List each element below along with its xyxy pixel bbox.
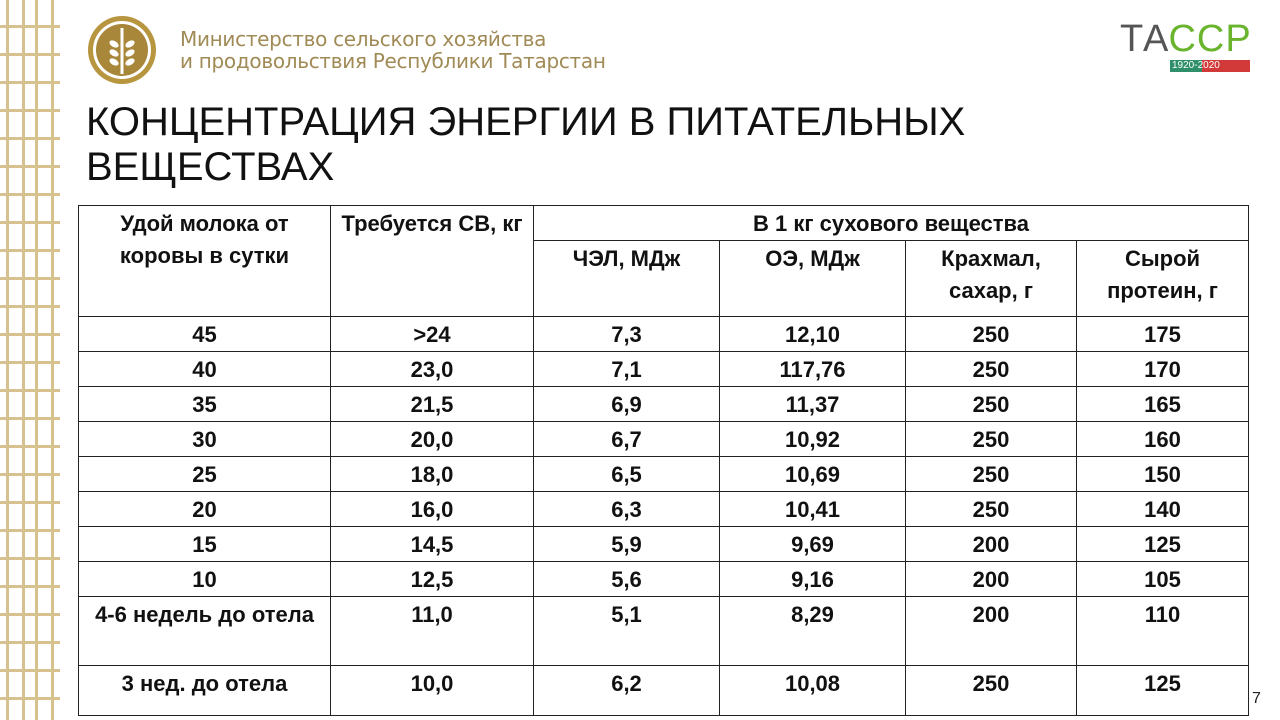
table-cell: 200 [905,561,1077,597]
header-group: В 1 кг сухового вещества [533,205,1249,241]
table-cell: 250 [905,421,1077,457]
table-cell: 7,1 [533,351,720,387]
header-nel: ЧЭЛ, МДж [533,240,720,317]
table-cell: 150 [1076,456,1249,492]
energy-table: Удой молока от коровы в сутки Требуется … [78,205,1249,716]
table-cell: 175 [1076,316,1249,352]
page-number: 7 [1252,690,1261,707]
table-cell: 10,69 [719,456,906,492]
table-cell: 3 нед. до отела [78,665,331,716]
table-cell: 23,0 [330,351,534,387]
table-cell: 125 [1076,526,1249,562]
table-cell: 16,0 [330,491,534,527]
table-cell: 6,3 [533,491,720,527]
header-starch-sugar: Крахмал, сахар, г [905,240,1077,317]
tassr-logo: ТАССР 1920-2020 [1120,18,1252,72]
table-cell: 11,0 [330,596,534,666]
table-cell: 165 [1076,386,1249,422]
table-row: 30 20,0 6,7 10,92 250 160 [78,421,1249,457]
table-cell: 15 [78,526,331,562]
table-cell: 5,9 [533,526,720,562]
table-cell: 18,0 [330,456,534,492]
table-cell: 200 [905,526,1077,562]
table-cell: 5,6 [533,561,720,597]
table-cell: 250 [905,491,1077,527]
table-cell: 10,08 [719,665,906,716]
table-row: 20 16,0 6,3 10,41 250 140 [78,491,1249,527]
table-cell: 40 [78,351,331,387]
table-cell: 140 [1076,491,1249,527]
table-cell: 117,76 [719,351,906,387]
table-row: 25 18,0 6,5 10,69 250 150 [78,456,1249,492]
table-cell: 30 [78,421,331,457]
ministry-emblem-icon [88,16,156,84]
table-cell: 10,0 [330,665,534,716]
table-row: 10 12,5 5,6 9,16 200 105 [78,561,1249,597]
table-cell: 6,9 [533,386,720,422]
ministry-name: Министерство сельского хозяйства и продо… [180,28,606,72]
header-me: ОЭ, МДж [719,240,906,317]
table-cell: 11,37 [719,386,906,422]
table-cell: 7,3 [533,316,720,352]
table-cell: 20,0 [330,421,534,457]
table-cell: 12,5 [330,561,534,597]
table-cell: 10 [78,561,331,597]
table-cell: 12,10 [719,316,906,352]
table-cell: 110 [1076,596,1249,666]
table-cell: 10,92 [719,421,906,457]
decorative-border [0,0,60,720]
table-cell: 250 [905,351,1077,387]
table-cell: 21,5 [330,386,534,422]
table-cell: 250 [905,386,1077,422]
header-milk-yield: Удой молока от коровы в сутки [78,205,331,317]
table-cell: 250 [905,665,1077,716]
header-dry-matter: Требуется СВ, кг [330,205,534,317]
logo-years: 1920-2020 [1170,60,1250,72]
table-cell: 35 [78,386,331,422]
table-cell: 6,2 [533,665,720,716]
table-cell: 9,16 [719,561,906,597]
table-cell: 20 [78,491,331,527]
table-cell: 9,69 [719,526,906,562]
table-cell: 5,1 [533,596,720,666]
table-cell: 14,5 [330,526,534,562]
table-cell: 8,29 [719,596,906,666]
table-cell: 125 [1076,665,1249,716]
table-row: 15 14,5 5,9 9,69 200 125 [78,526,1249,562]
table-row: 4-6 недель до отела 11,0 5,1 8,29 200 110 [78,596,1249,666]
table-cell: 250 [905,456,1077,492]
table-cell: 170 [1076,351,1249,387]
table-cell: >24 [330,316,534,352]
header-crude-protein: Сырой протеин, г [1076,240,1249,317]
ministry-line-1: Министерство сельского хозяйства [180,27,547,51]
table-cell: 105 [1076,561,1249,597]
table-row: 40 23,0 7,1 117,76 250 170 [78,351,1249,387]
table-cell: 6,5 [533,456,720,492]
table-cell: 6,7 [533,421,720,457]
table-cell: 4-6 недель до отела [78,596,331,666]
table-cell: 45 [78,316,331,352]
ministry-line-2: и продовольствия Республики Татарстан [180,49,606,73]
slide-title: КОНЦЕНТРАЦИЯ ЭНЕРГИИ В ПИТАТЕЛЬНЫХ ВЕЩЕС… [86,100,966,189]
table-cell: 250 [905,316,1077,352]
table-row: 35 21,5 6,9 11,37 250 165 [78,386,1249,422]
table-cell: 25 [78,456,331,492]
table-row: 45 >24 7,3 12,10 250 175 [78,316,1249,352]
table-cell: 10,41 [719,491,906,527]
table-cell: 160 [1076,421,1249,457]
table-row: 3 нед. до отела 10,0 6,2 10,08 250 125 [78,665,1249,716]
table-cell: 200 [905,596,1077,666]
